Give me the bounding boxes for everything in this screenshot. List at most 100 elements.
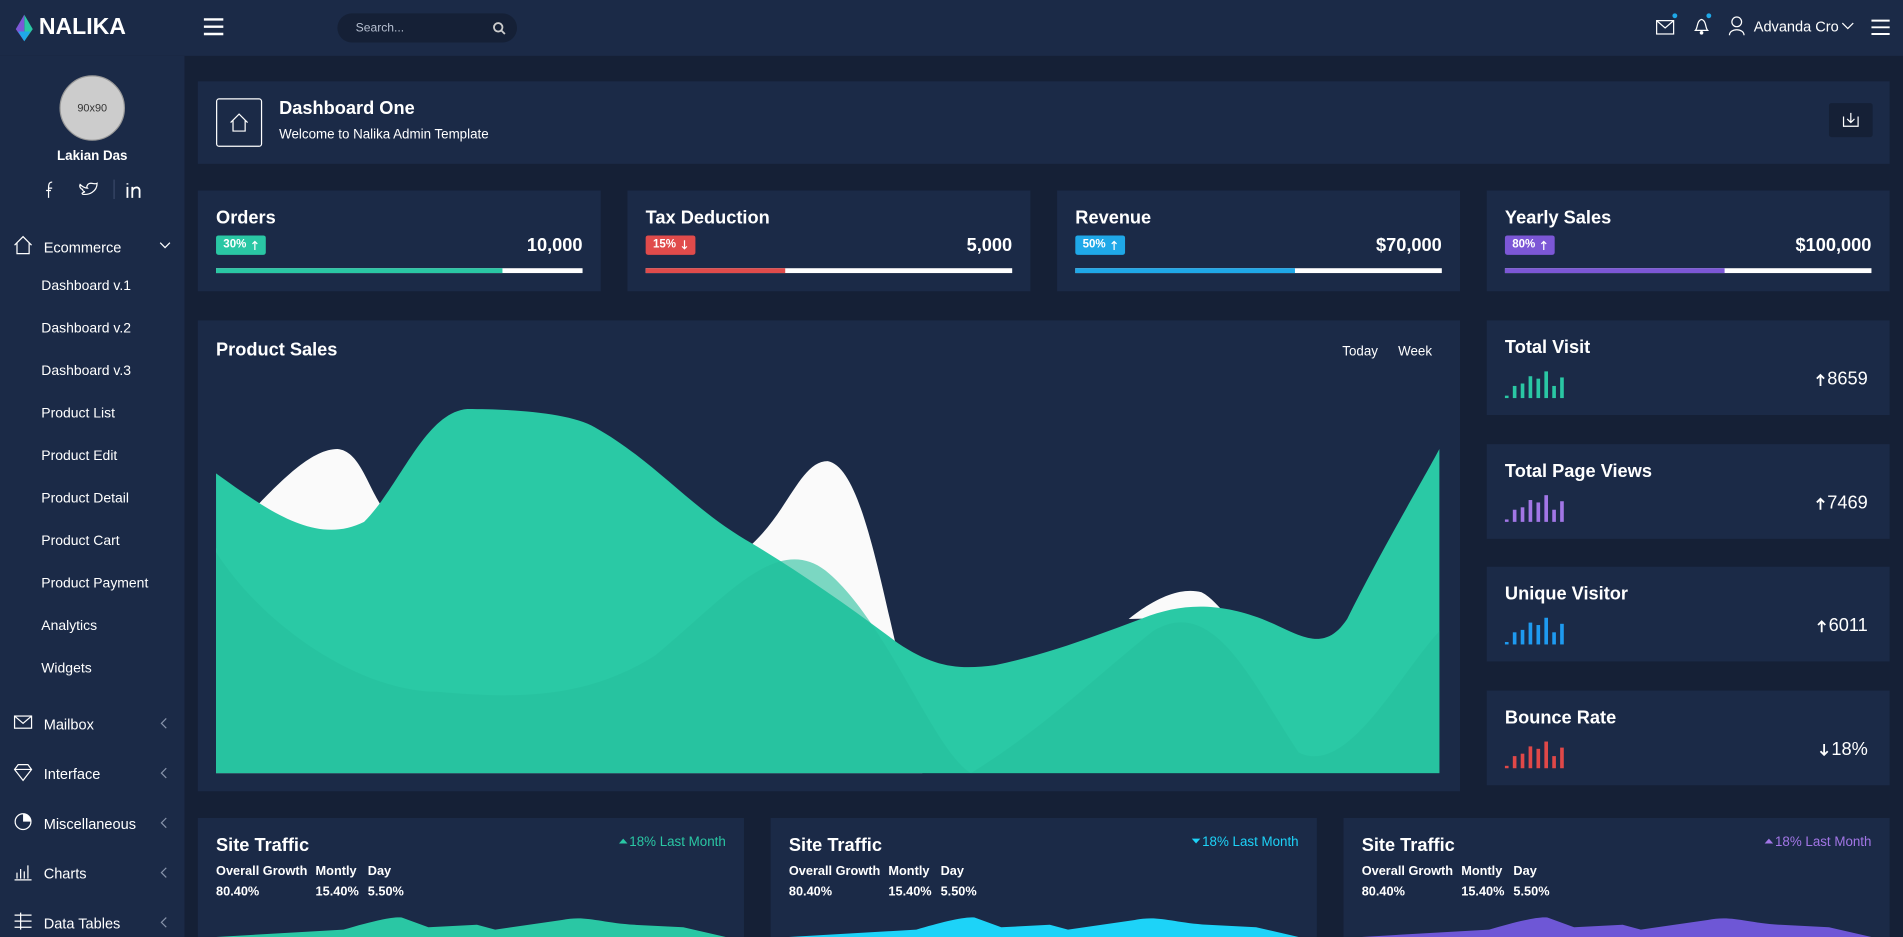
traffic-title: Site Traffic: [788, 834, 882, 856]
menu-arrow: [160, 817, 167, 829]
summary-value: 8659: [1815, 369, 1868, 390]
submenu-item[interactable]: Product Payment: [41, 576, 149, 592]
progress-fill: [216, 268, 502, 274]
summary-card: Total Page Views 7469: [1486, 443, 1890, 539]
menu-item[interactable]: Miscellaneous: [43, 815, 136, 833]
traffic-card: Site Traffic 18% Last Month Overall Growth…: [197, 818, 744, 937]
traffic-value: 15.40%: [888, 884, 932, 900]
menu-item[interactable]: Charts: [43, 865, 87, 883]
tab[interactable]: Week: [1398, 344, 1433, 360]
menu-item[interactable]: Interface: [43, 765, 101, 783]
menu-arrow: [160, 917, 167, 928]
social-links[interactable]: [40, 179, 161, 200]
traffic-value: 15.40%: [1461, 884, 1505, 900]
menu-icon: [14, 235, 32, 255]
download-button[interactable]: [1828, 103, 1873, 138]
stat-value: 5,000: [966, 235, 1013, 257]
topbar: NALIKA Search... Advanda Cro: [0, 0, 1903, 56]
summary-title: Total Visit: [1504, 337, 1591, 359]
user-name[interactable]: Advanda Cro: [1753, 18, 1839, 36]
notification-icon[interactable]: [1692, 13, 1714, 37]
menu-item[interactable]: Ecommerce: [43, 239, 122, 257]
stat-title: Tax Deduction: [645, 207, 770, 229]
submenu-item[interactable]: Dashboard v.2: [41, 321, 132, 337]
menu-arrow: [160, 718, 167, 729]
menu-arrow: [160, 767, 167, 779]
submenu-item[interactable]: Dashboard v.1: [41, 279, 132, 294]
user-chevron[interactable]: [1841, 22, 1854, 30]
sparkline: [1504, 617, 1564, 645]
menu-arrow: [160, 867, 167, 878]
badge-arrow: [252, 240, 258, 251]
traffic-header: Montly: [315, 864, 357, 879]
product-sales-card: Product Sales Today Week: [197, 320, 1461, 792]
traffic-chart: [1361, 917, 1872, 937]
traffic-change: 18% Last Month: [1764, 835, 1871, 850]
search-box[interactable]: Search...: [337, 13, 518, 43]
menu-icon: [14, 912, 32, 930]
trend-arrow: [1817, 620, 1826, 633]
progress-fill: [1075, 268, 1296, 274]
settings-menu[interactable]: [1871, 19, 1890, 35]
product-sales-title: Product Sales: [216, 339, 338, 361]
stat-badge: 30%: [216, 235, 266, 255]
traffic-value: 5.50%: [367, 884, 404, 900]
submenu-item[interactable]: Product List: [41, 406, 115, 422]
trend-arrow: [1815, 373, 1825, 386]
menu-item[interactable]: Data Tables: [43, 915, 121, 933]
submenu-item[interactable]: Dashboard v.3: [41, 364, 132, 379]
traffic-title: Site Traffic: [1361, 834, 1455, 856]
tab[interactable]: Today: [1342, 344, 1378, 360]
stat-card: Yearly Sales 80% $100,000: [1486, 190, 1890, 292]
stat-value: 10,000: [526, 235, 583, 257]
traffic-change: 18% Last Month: [618, 835, 726, 850]
summary-title: Total Page Views: [1504, 460, 1652, 482]
stat-card: Tax Deduction 15% 5,000: [627, 190, 1031, 292]
trend-arrow: [1815, 496, 1825, 510]
user-icon[interactable]: [1728, 16, 1745, 37]
summary-card: Bounce Rate 18%: [1486, 689, 1890, 785]
traffic-value: 15.40%: [315, 884, 359, 900]
submenu-item[interactable]: Product Edit: [41, 449, 118, 464]
summary-card: Unique Visitor 6011: [1486, 566, 1890, 662]
mail-icon[interactable]: [1655, 13, 1678, 35]
traffic-value: 5.50%: [940, 884, 977, 900]
summary-title: Unique Visitor: [1504, 583, 1628, 605]
change-arrow: [618, 838, 627, 844]
summary-value: 6011: [1817, 615, 1868, 636]
logo-icon: [15, 14, 33, 42]
menu-arrow: [159, 242, 171, 249]
traffic-value: 80.40%: [788, 884, 833, 900]
avatar-text: 90x90: [77, 101, 108, 115]
search-icon[interactable]: [493, 22, 506, 35]
menu-item[interactable]: Mailbox: [43, 716, 94, 734]
submenu-item[interactable]: Analytics: [41, 618, 98, 634]
summary-card: Total Visit 8659: [1486, 320, 1890, 416]
profile-name: Lakian Das: [56, 149, 128, 164]
avatar: 90x90: [59, 75, 126, 141]
stat-badge: 50%: [1075, 235, 1126, 255]
submenu-item[interactable]: Product Cart: [41, 534, 120, 549]
submenu-item[interactable]: Widgets: [41, 661, 92, 677]
badge-arrow: [1540, 240, 1547, 251]
traffic-card: Site Traffic 18% Last Month Overall Growth…: [1343, 818, 1890, 937]
submenu-item[interactable]: Product Detail: [41, 491, 129, 507]
traffic-header: Day: [1513, 864, 1537, 879]
home-icon: [216, 98, 263, 147]
traffic-card: Site Traffic 18% Last Month Overall Growth…: [770, 818, 1317, 937]
summary-value: 7469: [1815, 492, 1868, 513]
menu-icon: [13, 715, 33, 729]
traffic-value: 80.40%: [216, 884, 260, 900]
traffic-header: Day: [940, 864, 964, 879]
menu-toggle[interactable]: [203, 18, 224, 36]
traffic-change: 18% Last Month: [1191, 835, 1299, 850]
sidebar: 90x90 Lakian Das Ecommerce Dashboard v.1 D…: [0, 55, 185, 937]
sparkline: [1504, 494, 1564, 522]
change-arrow: [1764, 838, 1773, 844]
trend-arrow: [1819, 743, 1829, 756]
search-placeholder: Search...: [355, 21, 405, 36]
page-title: Dashboard One: [279, 98, 415, 119]
traffic-header: Overall Growth: [216, 864, 308, 879]
sparkline: [1504, 371, 1564, 399]
